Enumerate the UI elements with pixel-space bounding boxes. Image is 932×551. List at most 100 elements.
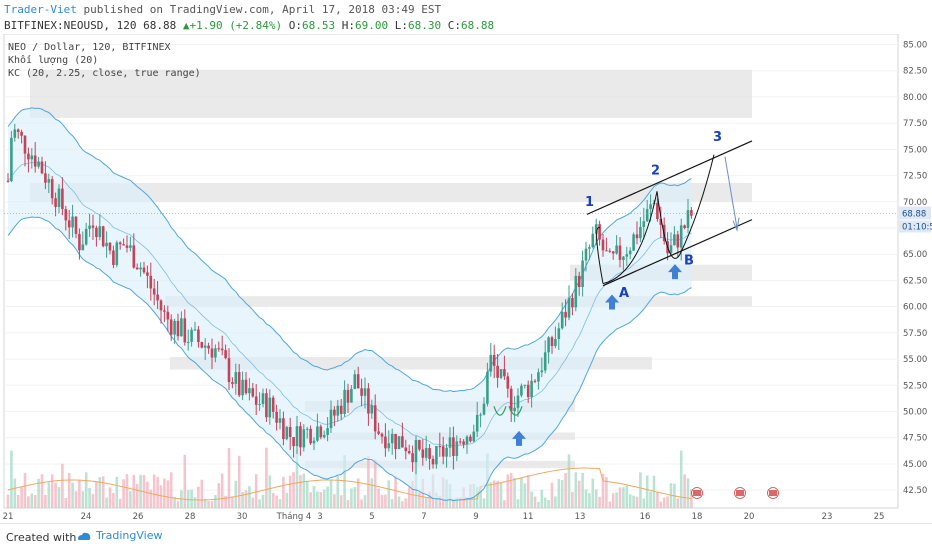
volume-bar [659,501,663,508]
candle-body [441,446,445,457]
volume-bar [560,480,564,508]
candle-body [475,414,479,432]
candle-body [411,453,414,463]
candle-body [492,354,496,366]
volume-bar [118,498,122,508]
candle-body [486,371,489,404]
candle-body [61,188,64,210]
candle-body [149,275,153,289]
close-label: C: [447,19,462,32]
candle-body [639,226,642,239]
candle-body [122,244,125,246]
volume-bar [363,495,367,508]
y-tick-label: 45.00 [903,460,927,470]
candle-body [469,436,472,442]
volume-bar [278,499,282,508]
candle-body [523,384,527,386]
x-tick-label: 5 [369,512,374,522]
volume-bar [197,486,200,508]
candle-body [288,427,292,438]
chart-header: Trader-Viet published on TradingView.com… [0,0,932,34]
volume-bar [159,485,163,508]
candle-body [438,446,442,448]
candle-body [516,395,520,408]
candle-body [435,446,438,465]
candle-body [496,365,499,378]
candle-body [16,129,20,132]
volume-bar [16,494,20,508]
y-tick-label: 60.00 [903,303,927,313]
y-tick-label: 65.00 [903,250,927,260]
candle-body [377,431,380,434]
created-with-label: Created with [6,531,77,544]
volume-bar [23,472,27,508]
candle-body [159,300,163,311]
candle-body [659,219,663,225]
candle-body [271,397,275,412]
candle-body [526,384,530,398]
volume-bar [261,494,265,508]
candle-body [183,318,187,343]
candle-body [649,204,652,210]
candle-body [142,267,146,273]
candle-body [88,225,91,229]
projection-arrow-head [732,217,740,232]
candle-body [564,311,567,318]
candle-body [540,370,544,373]
volume-bar [465,496,469,508]
candle-body [57,188,61,208]
volume-bar [176,501,180,508]
volume-bar [84,472,88,508]
candle-body [465,436,469,445]
volume-bar [122,479,125,508]
volume-bar [540,489,544,508]
up-arrow-icon [605,294,619,310]
sr-zone [30,182,752,202]
volume-bar [649,491,652,508]
candle-body [10,137,13,182]
kc-upper-line [7,107,692,393]
volume-bar [479,486,482,508]
high-label: H: [341,19,356,32]
candle-body [200,342,204,348]
candle-body [305,428,309,430]
volume-bar [452,498,455,508]
x-tick-label: 26 [133,512,144,522]
volume-bar [584,489,588,508]
volume-bar [302,473,306,508]
volume-bar [88,487,91,508]
volume-bar [193,497,197,508]
candle-body [635,234,639,239]
y-tick-label: 52.50 [903,381,927,391]
volume-bar [543,497,547,508]
volume-bar [639,472,642,508]
author-link[interactable]: Trader-Viet [4,3,77,16]
candle-body [33,155,37,167]
y-tick-label: 77.50 [903,119,927,129]
volume-bar [509,472,513,508]
volume-bar [618,487,622,508]
y-tick-label: 62.50 [903,276,927,286]
candle-body [23,135,27,154]
candle-body [268,397,272,418]
candle-body [605,250,608,252]
volume-bar [598,496,601,508]
candle-body [424,448,428,458]
volume-bar [220,473,224,508]
volume-bar [346,499,350,508]
wave-curve [656,154,715,259]
candle-body [54,198,57,208]
candle-body [234,372,238,384]
volume-bar [200,479,204,508]
volume-bar [526,474,530,508]
candle-body [353,374,357,389]
candle-body [146,272,149,276]
candle-body [224,350,227,359]
publish-line: Trader-Viet published on TradingView.com… [4,3,441,16]
candle-body [428,448,431,459]
candle-body [108,242,112,251]
volume-bar [455,497,459,508]
tradingview-logo[interactable]: TradingView [76,529,162,542]
quote-line: BITFINEX:NEOUSD, 120 68.88 ▲+1.90 (+2.84… [4,19,494,32]
